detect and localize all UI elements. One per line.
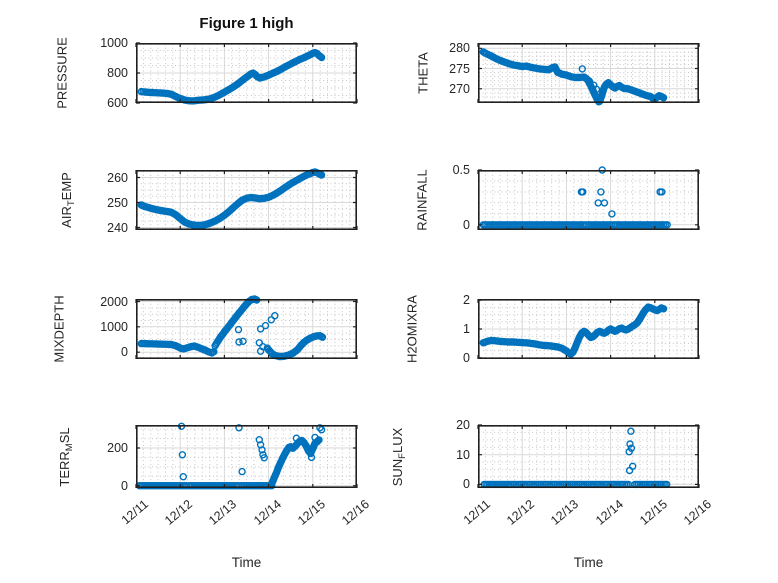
data-markers (137, 339, 218, 357)
data-markers (480, 480, 671, 489)
plot-h2omixra (477, 299, 700, 360)
y-tick-label: 250 (107, 195, 128, 210)
y-axis-label-terrmsl: TERRMSL (57, 426, 75, 487)
y-tick-label: 0 (121, 345, 128, 360)
minor-grid (479, 426, 698, 487)
y-tick-label: 600 (107, 96, 128, 110)
y-tick-label: 1000 (100, 319, 128, 334)
y-tick-label: 800 (107, 66, 128, 80)
y-tick-label: 10 (456, 447, 470, 462)
data-markers (479, 303, 668, 358)
y-axis-label-sunflux: SUNFLUX (390, 427, 408, 486)
plot-terrmsl (135, 422, 358, 490)
data-markers (479, 48, 668, 106)
data-markers (479, 221, 671, 229)
axes-box (478, 170, 699, 231)
y-tick-label: 240 (107, 220, 128, 235)
plot-pressure (135, 42, 358, 105)
data-markers (625, 427, 637, 475)
data-markers (263, 332, 327, 361)
y-tick-label: 275 (449, 61, 470, 76)
data-markers (135, 482, 276, 490)
x-axis-label-right: Time (573, 555, 604, 570)
axes-box (136, 170, 357, 231)
x-tick-label: 12/11 (118, 497, 151, 528)
y-tick-label: 0 (463, 477, 470, 492)
y-tick-label: 270 (449, 81, 470, 96)
y-tick-label: 260 (107, 170, 128, 185)
axes-box (478, 43, 699, 104)
minor-grid (479, 171, 698, 229)
y-tick-label: 20 (456, 418, 470, 432)
minor-grid (479, 44, 698, 102)
plot-mixdepth (135, 295, 358, 361)
major-grid (478, 425, 699, 488)
y-tick-label: 1000 (100, 36, 128, 50)
y-tick-label: 0 (121, 478, 128, 493)
axes-box (136, 425, 357, 489)
data-markers (137, 168, 326, 230)
x-axis-label-left: Time (231, 555, 262, 570)
plot-airtemp (135, 168, 358, 231)
x-tick-label: 12/11 (460, 497, 493, 528)
axes-box (478, 425, 699, 489)
y-tick-label: 200 (107, 441, 128, 455)
major-grid (478, 170, 699, 230)
data-markers (177, 422, 326, 481)
y-axis-label-mixdepth: MIXDEPTH (51, 295, 67, 363)
plot-sunflux (477, 424, 700, 489)
y-axis-label-h2omixra: H2OMIXRA (404, 295, 420, 363)
y-axis-label-airtemp: AIRTEMP (59, 172, 77, 228)
axes-box (478, 299, 699, 360)
data-markers (234, 312, 279, 355)
data-markers (268, 436, 323, 488)
y-axis-label-pressure: PRESSURE (54, 37, 70, 109)
y-tick-label: 280 (449, 41, 470, 56)
y-tick-label: 2000 (100, 294, 128, 309)
figure-title: Figure 1 high (199, 15, 294, 32)
plot-theta (477, 43, 700, 106)
y-tick-label: 0.5 (452, 163, 470, 177)
minor-grid (137, 426, 356, 487)
axes-box (136, 43, 357, 104)
data-markers (578, 65, 603, 106)
y-tick-label: 0 (463, 217, 470, 232)
axes-box (136, 299, 357, 360)
data-markers (577, 166, 666, 218)
y-tick-label: 1 (463, 322, 470, 336)
y-tick-label: 0 (463, 350, 470, 365)
y-axis-label-theta: THETA (415, 52, 431, 94)
y-axis-label-rainfall: RAINFALL (414, 169, 430, 231)
y-tick-label: 2 (463, 293, 470, 308)
data-markers (137, 48, 326, 105)
plot-rainfall (477, 166, 700, 231)
